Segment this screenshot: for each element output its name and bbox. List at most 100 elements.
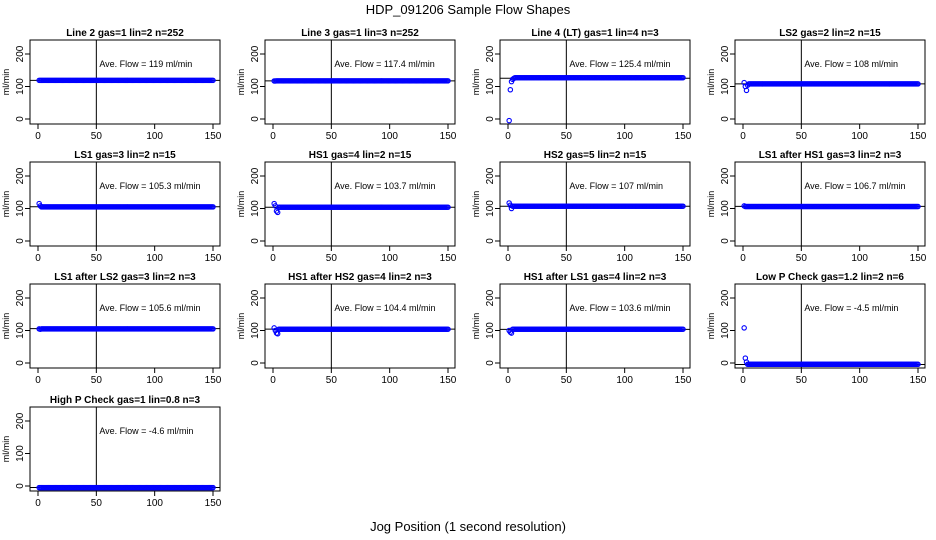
panel-title: HS1 gas=4 lin=2 n=15	[309, 150, 412, 161]
data-point	[506, 117, 512, 124]
panel-frame	[734, 283, 926, 369]
x-tick-label: 50	[796, 375, 808, 386]
y-tick-label: 0	[15, 360, 26, 366]
panel-frame	[264, 283, 456, 369]
x-tick-label: 150	[205, 131, 222, 142]
x-tick-label: 150	[910, 131, 927, 142]
x-axis-caption: Jog Position (1 second resolution)	[370, 519, 566, 534]
x-tick-label: 0	[505, 253, 511, 264]
panel-title: LS1 after LS2 gas=3 lin=2 n=3	[54, 272, 196, 283]
y-tick-label: 0	[15, 483, 26, 489]
x-tick-label: 150	[675, 253, 692, 264]
panel-3: Line 4 (LT) gas=1 lin=4 n=3 ml/min 0 100 200…	[471, 28, 692, 142]
y-axis-label: ml/min	[706, 191, 716, 218]
y-tick-label: 0	[485, 116, 496, 122]
average-flow-annotation: Ave. Flow = 119 ml/min	[99, 59, 192, 69]
x-tick-label: 150	[910, 375, 927, 386]
panel-frame	[29, 161, 221, 247]
x-tick-label: 0	[740, 131, 746, 142]
panel-title: Line 4 (LT) gas=1 lin=4 n=3	[531, 28, 659, 39]
data-point	[445, 326, 451, 332]
y-tick-label: 200	[250, 289, 261, 306]
average-flow-annotation: Ave. Flow = 106.7 ml/min	[804, 181, 905, 191]
data-point	[271, 325, 277, 331]
y-axis-label: ml/min	[471, 69, 481, 96]
y-tick-label: 0	[250, 116, 261, 122]
data-point	[915, 361, 921, 368]
y-tick-label: 100	[15, 78, 26, 95]
y-tick-label: 200	[485, 167, 496, 184]
panel-frame	[499, 161, 691, 247]
y-tick-label: 100	[15, 445, 26, 462]
x-tick-label: 150	[440, 375, 457, 386]
x-tick-label: 0	[740, 253, 746, 264]
x-tick-label: 150	[675, 375, 692, 386]
average-flow-annotation: Ave. Flow = 107 ml/min	[569, 181, 663, 191]
y-tick-label: 100	[485, 200, 496, 217]
average-flow-annotation: Ave. Flow = -4.5 ml/min	[804, 303, 898, 313]
x-tick-label: 100	[146, 131, 163, 142]
x-tick-label: 100	[616, 131, 633, 142]
panel-frame	[499, 283, 691, 369]
y-axis-label: ml/min	[471, 191, 481, 218]
figure-title: HDP_091206 Sample Flow Shapes	[365, 2, 571, 17]
y-tick-label: 100	[250, 322, 261, 339]
y-tick-label: 200	[485, 45, 496, 62]
x-tick-label: 50	[326, 375, 338, 386]
x-tick-label: 150	[205, 375, 222, 386]
panel-frame	[499, 39, 691, 125]
panel-13: High P Check gas=1 lin=0.8 n=3 ml/min 0 100…	[1, 395, 222, 509]
x-tick-label: 150	[205, 498, 222, 509]
y-tick-label: 100	[250, 200, 261, 217]
panel-1: Line 2 gas=1 lin=2 n=252 ml/min 0 100 200 0 50…	[1, 28, 222, 142]
x-tick-label: 100	[146, 253, 163, 264]
average-flow-annotation: Ave. Flow = -4.6 ml/min	[99, 426, 193, 436]
panel-8: LS1 after HS1 gas=3 lin=2 n=3 ml/min 0 100 2…	[706, 150, 927, 264]
panel-title: LS1 gas=3 lin=2 n=15	[74, 150, 176, 161]
y-axis-label: ml/min	[1, 436, 11, 463]
y-tick-label: 200	[720, 289, 731, 306]
x-tick-label: 50	[91, 375, 103, 386]
y-tick-label: 200	[485, 289, 496, 306]
x-tick-label: 0	[35, 375, 41, 386]
panel-6: HS1 gas=4 lin=2 n=15 ml/min 0 100 200 0 50 100 1…	[236, 150, 457, 264]
x-tick-label: 0	[35, 498, 41, 509]
panel-title: HS1 after LS1 gas=4 lin=2 n=3	[524, 272, 667, 283]
x-tick-label: 50	[91, 498, 103, 509]
x-tick-label: 0	[35, 253, 41, 264]
panel-12: Low P Check gas=1.2 lin=2 n=6 ml/min 0 100 2…	[706, 272, 927, 386]
data-point	[743, 87, 750, 94]
x-tick-label: 100	[146, 498, 163, 509]
panel-10: HS1 after HS2 gas=4 lin=2 n=3 ml/min 0 100 2…	[236, 272, 457, 386]
y-tick-label: 0	[250, 238, 261, 244]
panel-frame	[29, 39, 221, 125]
y-axis-label: ml/min	[1, 69, 11, 96]
x-tick-label: 150	[205, 253, 222, 264]
y-tick-label: 0	[720, 116, 731, 122]
x-tick-label: 100	[381, 131, 398, 142]
data-point	[273, 208, 280, 214]
panel-title: High P Check gas=1 lin=0.8 n=3	[50, 395, 201, 406]
y-tick-label: 200	[720, 167, 731, 184]
y-tick-label: 0	[485, 360, 496, 366]
data-point	[210, 484, 216, 491]
panel-title: Low P Check gas=1.2 lin=2 n=6	[756, 272, 904, 283]
data-point	[507, 87, 514, 93]
panel-5: LS1 gas=3 lin=2 n=15 ml/min 0 100 200 0 50 100 1…	[1, 150, 222, 264]
y-tick-label: 100	[720, 78, 731, 95]
x-tick-label: 100	[381, 253, 398, 264]
average-flow-annotation: Ave. Flow = 117.4 ml/min	[334, 59, 434, 69]
y-tick-label: 200	[250, 45, 261, 62]
panel-title: HS2 gas=5 lin=2 n=15	[544, 150, 647, 161]
average-flow-annotation: Ave. Flow = 125.4 ml/min	[569, 59, 670, 69]
x-tick-label: 100	[616, 253, 633, 264]
x-tick-label: 0	[35, 131, 41, 142]
x-tick-label: 0	[740, 375, 746, 386]
x-tick-label: 50	[91, 253, 103, 264]
x-tick-label: 100	[851, 253, 868, 264]
panel-title: Line 3 gas=1 lin=3 n=252	[301, 28, 419, 39]
x-tick-label: 100	[616, 375, 633, 386]
panel-frame	[264, 161, 456, 247]
x-tick-label: 0	[270, 253, 276, 264]
